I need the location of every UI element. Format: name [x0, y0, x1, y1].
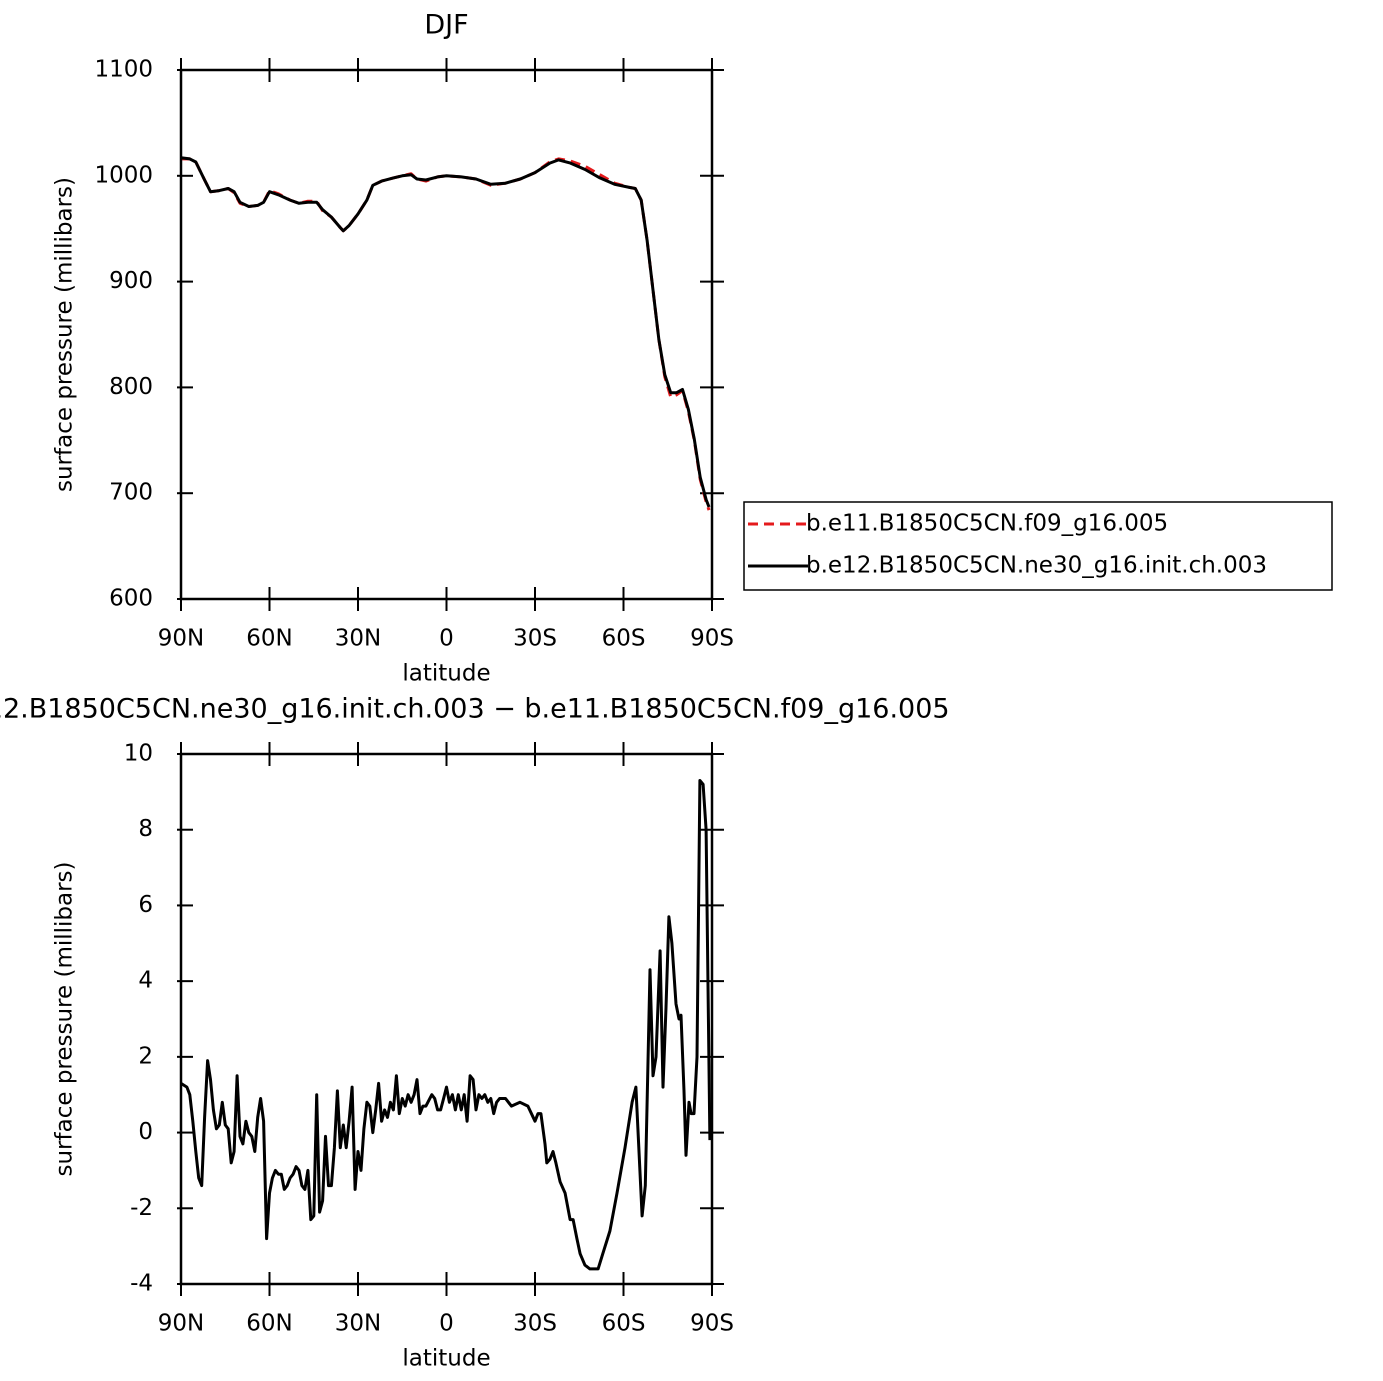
x-axis-label: latitude	[402, 661, 490, 687]
y-tick-label: 10	[124, 741, 153, 767]
x-tick-label: 30S	[513, 1311, 557, 1337]
y-tick-label: 900	[109, 268, 153, 294]
y-tick-label: 1000	[94, 162, 153, 188]
plot-frame	[179, 68, 714, 601]
x-tick-label: 90N	[158, 1311, 204, 1337]
x-tick-label: 0	[439, 1311, 454, 1337]
legend-label: b.e11.B1850C5CN.f09_g16.005	[806, 511, 1168, 537]
x-axis-label: latitude	[402, 1346, 490, 1372]
x-tick-label: 60S	[602, 626, 646, 652]
y-tick-label: 6	[138, 892, 153, 918]
x-tick-label: 90S	[690, 626, 734, 652]
data-line	[181, 157, 711, 511]
y-tick-label: -4	[130, 1271, 153, 1297]
x-tick-label: 30N	[335, 1311, 381, 1337]
data-line	[180, 779, 712, 1271]
data-line	[180, 156, 711, 508]
x-tick-label: 30N	[335, 626, 381, 652]
y-axis-label: surface pressure (millibars)	[52, 861, 78, 1176]
y-tick-label: 600	[109, 586, 153, 612]
x-tick-label: 90S	[690, 1311, 734, 1337]
y-tick-label: 700	[109, 480, 153, 506]
legend-label: b.e12.B1850C5CN.ne30_g16.init.ch.003	[806, 553, 1267, 579]
y-tick-label: 1100	[94, 57, 153, 83]
x-tick-label: 60N	[246, 626, 292, 652]
y-axis-label: surface pressure (millibars)	[52, 177, 78, 492]
y-tick-label: 2	[138, 1043, 153, 1069]
x-tick-label: 30S	[513, 626, 557, 652]
y-tick-label: 0	[138, 1119, 153, 1145]
legend-box	[743, 501, 1333, 591]
chart-title: b.e12.B1850C5CN.ne30_g16.init.ch.003 − b…	[0, 694, 950, 725]
x-tick-label: 0	[439, 626, 454, 652]
plot-frame	[179, 752, 714, 1286]
y-tick-label: -2	[130, 1195, 153, 1221]
x-tick-label: 60S	[602, 1311, 646, 1337]
y-tick-label: 8	[138, 816, 153, 842]
chart-title: DJF	[424, 10, 468, 41]
y-tick-label: 800	[109, 374, 153, 400]
y-tick-label: 4	[138, 968, 153, 994]
x-tick-label: 90N	[158, 626, 204, 652]
x-tick-label: 60N	[246, 1311, 292, 1337]
